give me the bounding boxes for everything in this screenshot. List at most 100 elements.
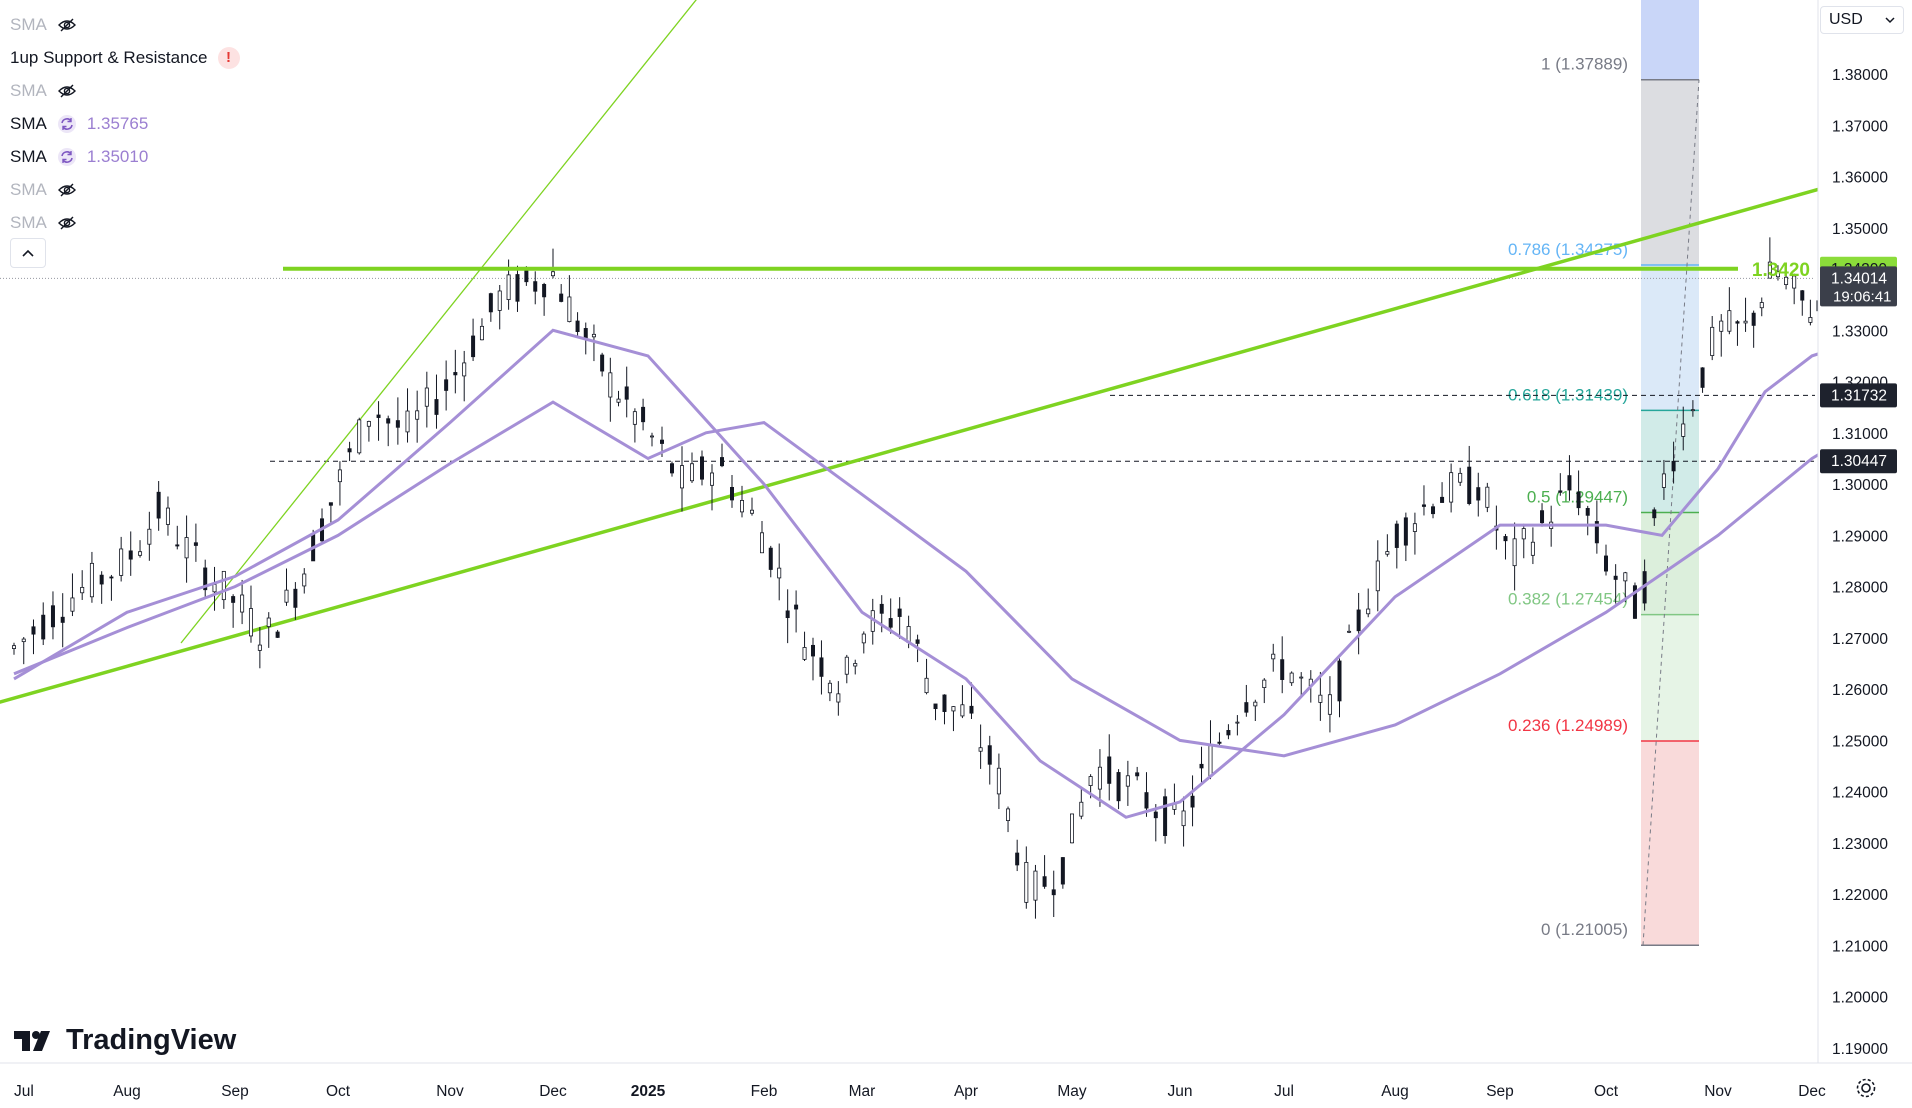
warning-icon[interactable]: ! (217, 46, 240, 69)
candle-body (1690, 409, 1695, 412)
candle-body (1163, 796, 1168, 837)
candle-body (861, 633, 866, 644)
candle-body (1337, 660, 1342, 702)
candle-body (328, 502, 333, 506)
candle-body (231, 596, 236, 603)
indicator-legend: SMA 1up Support & Resistance! SMA SMA 1.3576… (10, 8, 240, 239)
candle-body (1594, 521, 1599, 544)
eye-hidden-icon[interactable] (57, 81, 77, 101)
candle-body (730, 487, 735, 501)
price-tag-label: 1.31732 (1831, 387, 1887, 404)
price-tick-label: 1.28000 (1832, 580, 1888, 597)
candle-body (337, 469, 342, 483)
time-tick-label: Sep (1486, 1083, 1514, 1100)
legend-row[interactable]: SMA 1.35765 (10, 107, 240, 140)
candle-body (942, 694, 947, 712)
price-tick-label: 1.27000 (1832, 631, 1888, 648)
legend-indicator-value: 1.35765 (86, 113, 149, 133)
candle-body (1318, 694, 1323, 703)
time-tick-label: Aug (1381, 1083, 1409, 1100)
fib-level-label: 0.618 (1.31439) (1508, 385, 1628, 404)
legend-indicator-name: SMA (10, 14, 47, 34)
candle-body (1503, 536, 1508, 542)
eye-hidden-icon[interactable] (57, 15, 77, 35)
currency-selector[interactable]: USD (1820, 6, 1904, 34)
price-tag-label: 1.30447 (1831, 453, 1887, 470)
tv-logo-icon (14, 1030, 50, 1051)
candle-body (690, 463, 695, 482)
sync-icon[interactable] (57, 147, 77, 167)
candle-body (1467, 466, 1472, 504)
fib-level-label: 0.786 (1.34275) (1508, 240, 1628, 259)
candle-body (248, 608, 253, 637)
candle-body (1280, 659, 1285, 680)
candle-body (1097, 766, 1102, 790)
candle-body (1271, 653, 1276, 660)
candle-body (1375, 560, 1380, 592)
collapse-legend-button[interactable] (10, 238, 46, 268)
candle-body (302, 573, 307, 587)
candle-body (1144, 792, 1149, 809)
candle-body (1385, 551, 1390, 555)
chevron-up-icon (22, 249, 34, 257)
eye-hidden-icon[interactable] (57, 180, 77, 200)
candle-body (853, 663, 858, 667)
candle-body (1199, 763, 1204, 769)
candle-body (366, 421, 371, 427)
legend-row[interactable]: 1up Support & Resistance! (10, 41, 240, 74)
legend-indicator-name: SMA (10, 212, 47, 232)
candle-body (165, 507, 170, 525)
candle-body (915, 639, 920, 644)
legend-row[interactable]: SMA (10, 173, 240, 206)
candle-body (933, 703, 938, 710)
candle-body (1125, 775, 1130, 787)
legend-row[interactable]: SMA (10, 74, 240, 107)
legend-indicator-name: SMA (10, 80, 47, 100)
candle-body (888, 618, 893, 628)
candle-body (660, 439, 665, 444)
sync-icon[interactable] (57, 114, 77, 134)
candle-body (147, 528, 152, 545)
candle-body (405, 410, 410, 433)
legend-row[interactable]: SMA 1.35010 (10, 140, 240, 173)
candle-body (1244, 702, 1249, 713)
candle-body (1784, 276, 1789, 286)
candle-body (357, 419, 362, 454)
legend-row[interactable]: SMA (10, 206, 240, 239)
time-tick-label: Feb (751, 1083, 778, 1100)
time-tick-label: 2025 (631, 1083, 666, 1100)
candle-body (551, 271, 556, 277)
legend-row[interactable]: SMA (10, 8, 240, 41)
candle-body (1024, 861, 1029, 903)
candle-body (680, 465, 685, 489)
candle-body (434, 399, 439, 415)
sma-fast-line (13, 328, 1912, 819)
candle-body (1604, 555, 1609, 572)
candle-body (1759, 302, 1764, 309)
candle-body (768, 547, 773, 570)
price-tick-label: 1.19000 (1832, 1041, 1888, 1058)
candle-body (386, 418, 391, 424)
candle-body (1767, 261, 1772, 279)
price-tick-label: 1.36000 (1832, 170, 1888, 187)
candle-body (987, 745, 992, 765)
candle-body (1792, 275, 1797, 289)
candle-body (1440, 496, 1445, 503)
settings-icon[interactable] (1854, 1076, 1878, 1100)
candle-body (1262, 679, 1267, 689)
candle-body (1033, 870, 1038, 901)
candle-body (624, 386, 629, 400)
currency-label: USD (1829, 11, 1863, 28)
candle-body (811, 644, 816, 657)
tradingview-logo: TradingView (14, 1024, 236, 1057)
eye-hidden-icon[interactable] (57, 213, 77, 233)
candle-body (395, 420, 400, 428)
time-tick-label: Aug (113, 1083, 141, 1100)
candle-body (951, 706, 956, 712)
time-tick-label: Apr (954, 1083, 978, 1100)
time-tick-label: Jul (14, 1083, 34, 1100)
candle-body (1107, 756, 1112, 784)
candle-body (575, 320, 580, 333)
